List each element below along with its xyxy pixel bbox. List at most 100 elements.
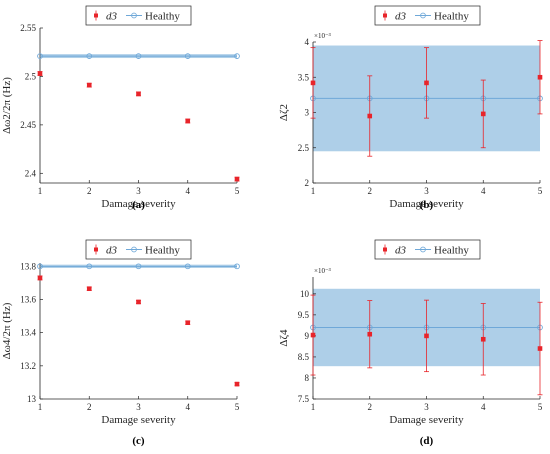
x-tick-label: 5 xyxy=(235,186,240,196)
x-tick-label: 2 xyxy=(87,402,92,412)
y-tick-label: 9.5 xyxy=(298,310,310,320)
x-tick-label: 4 xyxy=(186,186,191,196)
legend-d3-marker xyxy=(383,247,387,252)
d3-point xyxy=(185,118,191,124)
x-tick-label: 3 xyxy=(424,186,429,196)
d3-point xyxy=(367,113,373,119)
y-tick-label: 2.5 xyxy=(25,71,37,81)
d3-point xyxy=(310,80,316,86)
y-tick-label: 8 xyxy=(305,373,310,383)
legend-healthy-label: Healthy xyxy=(434,11,469,23)
d3-point xyxy=(480,336,486,342)
d3-point xyxy=(86,82,92,88)
healthy-point xyxy=(37,53,43,59)
y-tick-label: 3.5 xyxy=(298,72,310,82)
x-tick-label: 5 xyxy=(538,186,543,196)
chart-panel-d: 1 2 3 4 5 7.5 8 8.5 9 9.5 10 ×10⁻³ Damage severity Δζ… xyxy=(278,239,543,447)
y-axis-label: Δω4/2π (Hz) xyxy=(1,302,13,359)
legend: d3 Healthy xyxy=(374,239,481,260)
d3-point xyxy=(37,71,43,76)
chart-panel-c: 1 2 3 4 5 13 13.2 13.4 13.6 13.8 Damage severity Δω… xyxy=(1,239,240,447)
healthy-point xyxy=(234,53,240,59)
d3-point xyxy=(537,346,543,351)
panel-caption: (c) xyxy=(132,435,145,447)
panel-caption: (d) xyxy=(420,435,434,447)
legend-healthy-label: Healthy xyxy=(145,245,180,257)
x-axis-label: Damage severity xyxy=(101,414,176,426)
y-tick-label: 2.5 xyxy=(298,143,310,153)
y-axis-label: Δζ4 xyxy=(278,329,290,347)
legend-healthy-label: Healthy xyxy=(145,11,180,23)
chart-panel-a: 1 2 3 4 5 2.4 2.45 2.5 2.55 Damage severity Δω2/2π… xyxy=(1,5,240,211)
x-tick-label: 3 xyxy=(136,402,141,412)
x-axis-label: Damage severity xyxy=(389,414,464,426)
y-tick-label: 13.6 xyxy=(20,294,36,304)
d3-point xyxy=(86,286,92,292)
healthy-point xyxy=(135,53,142,59)
healthy-point xyxy=(86,53,93,59)
y-tick-label: 13.2 xyxy=(20,361,36,371)
y-tick-label: 13.8 xyxy=(20,261,36,271)
x-tick-label: 4 xyxy=(186,402,191,412)
x-tick-label: 1 xyxy=(38,402,43,412)
x-tick-label: 1 xyxy=(311,186,316,196)
legend-d3-label: d3 xyxy=(106,245,118,257)
y-tick-label: 13.4 xyxy=(20,328,36,338)
legend-healthy-marker xyxy=(131,246,137,253)
d3-point xyxy=(480,111,486,117)
d3-point xyxy=(424,333,429,339)
x-tick-label: 5 xyxy=(235,402,240,412)
x-tick-label: 3 xyxy=(424,402,429,412)
healthy-point xyxy=(86,263,93,270)
x-tick-label: 5 xyxy=(538,402,543,412)
d3-point xyxy=(424,80,429,86)
d3-point xyxy=(37,275,43,281)
legend-d3-marker xyxy=(383,13,387,18)
healthy-point xyxy=(37,263,43,270)
legend-healthy-label: Healthy xyxy=(434,245,469,257)
legend-d3-label: d3 xyxy=(395,11,407,23)
x-tick-label: 4 xyxy=(481,402,486,412)
healthy-point xyxy=(234,263,240,270)
y-axis-label: Δω2/2π (Hz) xyxy=(1,77,13,134)
y-tick-label: 9 xyxy=(305,331,310,341)
y-tick-label: 2.4 xyxy=(25,168,37,178)
y-tick-label: 8.5 xyxy=(298,352,310,362)
d3-point xyxy=(310,332,316,338)
x-tick-label: 2 xyxy=(368,186,373,196)
d3-point xyxy=(136,299,141,305)
axis-multiplier: ×10⁻³ xyxy=(314,32,331,40)
x-axis-label: Damage severity xyxy=(101,198,176,210)
d3-point xyxy=(136,91,141,97)
legend-d3-marker xyxy=(94,247,98,252)
axis-multiplier: ×10⁻³ xyxy=(314,267,331,275)
d3-point xyxy=(234,176,240,182)
x-tick-label: 1 xyxy=(311,402,316,412)
d3-point xyxy=(537,74,543,80)
d3-point xyxy=(367,331,373,337)
legend-d3-label: d3 xyxy=(106,11,118,23)
x-tick-label: 1 xyxy=(38,186,43,196)
x-tick-label: 2 xyxy=(368,402,373,412)
legend-d3-marker xyxy=(94,13,98,18)
x-tick-label: 2 xyxy=(87,186,92,196)
y-tick-label: 2.45 xyxy=(20,120,36,130)
d3-point xyxy=(185,320,191,326)
legend: d3 Healthy xyxy=(85,239,192,260)
legend: d3 Healthy xyxy=(374,5,481,26)
legend-d3-label: d3 xyxy=(395,245,407,257)
y-tick-label: 7.5 xyxy=(298,394,310,404)
panel-caption: (a) xyxy=(132,199,145,211)
healthy-point xyxy=(184,53,191,59)
healthy-point xyxy=(184,263,191,270)
legend-healthy-marker xyxy=(420,12,426,19)
y-tick-label: 2.55 xyxy=(20,23,36,33)
healthy-point xyxy=(135,263,142,270)
legend-healthy-marker xyxy=(420,246,426,253)
legend: d3 Healthy xyxy=(85,5,192,26)
legend-healthy-marker xyxy=(131,12,137,19)
y-tick-label: 10 xyxy=(300,289,310,299)
x-axis-label: Damage severity xyxy=(389,198,464,210)
